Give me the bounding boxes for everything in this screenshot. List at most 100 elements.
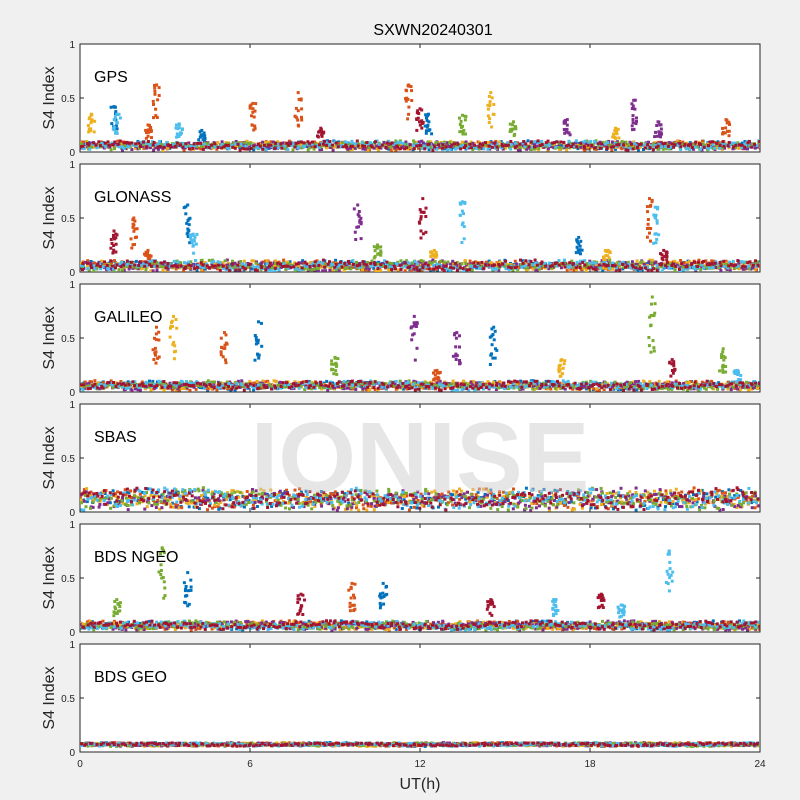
data-point bbox=[273, 147, 277, 151]
data-point bbox=[594, 263, 598, 267]
data-point bbox=[575, 145, 579, 149]
data-point bbox=[83, 380, 87, 384]
data-point bbox=[191, 243, 195, 247]
data-point bbox=[342, 387, 346, 391]
data-points bbox=[80, 197, 760, 272]
data-point bbox=[195, 145, 199, 149]
data-point bbox=[728, 262, 731, 266]
data-point bbox=[266, 384, 270, 388]
data-point bbox=[421, 120, 425, 124]
data-point bbox=[323, 139, 326, 143]
data-point bbox=[80, 385, 83, 389]
data-point bbox=[674, 264, 678, 268]
data-point bbox=[448, 382, 452, 386]
data-point bbox=[249, 264, 252, 268]
data-point bbox=[169, 386, 173, 390]
data-point bbox=[688, 264, 692, 268]
data-point bbox=[266, 379, 270, 383]
data-point bbox=[464, 140, 468, 144]
data-point bbox=[282, 262, 286, 266]
data-point bbox=[392, 144, 396, 148]
data-point bbox=[122, 147, 126, 150]
data-point bbox=[604, 266, 608, 270]
data-point bbox=[477, 147, 481, 151]
data-point bbox=[481, 143, 485, 147]
data-point bbox=[431, 263, 435, 267]
data-point bbox=[461, 113, 464, 117]
data-point bbox=[636, 145, 639, 149]
data-point bbox=[84, 260, 88, 264]
data-point bbox=[354, 387, 358, 391]
data-point bbox=[607, 145, 611, 148]
data-point bbox=[685, 261, 689, 265]
data-point bbox=[509, 266, 513, 270]
data-point bbox=[448, 268, 452, 272]
data-point bbox=[138, 147, 141, 150]
data-point bbox=[145, 131, 148, 135]
data-point bbox=[133, 263, 137, 267]
data-point bbox=[694, 140, 698, 144]
data-point bbox=[354, 143, 358, 147]
data-point bbox=[206, 379, 210, 383]
data-point bbox=[317, 130, 321, 134]
data-point bbox=[460, 262, 464, 266]
data-point bbox=[506, 141, 509, 145]
data-point bbox=[718, 260, 722, 264]
data-point bbox=[211, 264, 215, 268]
data-point bbox=[303, 266, 307, 270]
data-point bbox=[566, 262, 570, 266]
data-point bbox=[87, 381, 91, 385]
data-point bbox=[720, 147, 724, 151]
data-point bbox=[646, 145, 650, 149]
data-point bbox=[196, 263, 200, 267]
data-point bbox=[389, 148, 393, 152]
data-point bbox=[746, 261, 750, 265]
data-point bbox=[258, 146, 262, 150]
data-point bbox=[728, 268, 732, 272]
data-point bbox=[427, 120, 431, 124]
data-point bbox=[699, 143, 703, 146]
data-point bbox=[317, 267, 321, 271]
data-point bbox=[106, 140, 110, 144]
data-point bbox=[158, 142, 162, 146]
data-point bbox=[548, 264, 552, 268]
data-point bbox=[659, 131, 663, 135]
data-point bbox=[286, 264, 290, 268]
data-point bbox=[601, 382, 605, 386]
data-point bbox=[398, 385, 402, 389]
data-point bbox=[583, 139, 587, 143]
data-point bbox=[361, 144, 365, 148]
data-point bbox=[408, 265, 412, 269]
data-point bbox=[234, 142, 238, 146]
data-point bbox=[290, 144, 294, 148]
data-point bbox=[148, 259, 152, 263]
data-point bbox=[114, 266, 117, 270]
data-point bbox=[509, 263, 513, 266]
data-point bbox=[372, 146, 376, 150]
data-point bbox=[583, 148, 587, 152]
data-point bbox=[127, 267, 131, 271]
data-point bbox=[493, 146, 497, 150]
data-point bbox=[692, 147, 695, 151]
data-point bbox=[531, 141, 535, 145]
data-point bbox=[656, 205, 660, 209]
data-point bbox=[267, 269, 271, 272]
data-point bbox=[297, 380, 301, 384]
data-point bbox=[264, 380, 268, 384]
data-point bbox=[180, 383, 184, 387]
data-point bbox=[142, 146, 146, 150]
data-point bbox=[282, 258, 286, 262]
data-point bbox=[320, 142, 323, 146]
data-point bbox=[420, 126, 424, 130]
data-point bbox=[178, 261, 182, 264]
data-point bbox=[458, 123, 462, 126]
data-point bbox=[410, 261, 414, 265]
data-point bbox=[620, 139, 624, 143]
data-point bbox=[377, 245, 381, 249]
data-point bbox=[518, 265, 522, 269]
data-point bbox=[540, 140, 544, 143]
data-point bbox=[152, 141, 156, 144]
data-point bbox=[241, 262, 245, 266]
data-point bbox=[623, 261, 627, 264]
data-point bbox=[142, 262, 146, 266]
